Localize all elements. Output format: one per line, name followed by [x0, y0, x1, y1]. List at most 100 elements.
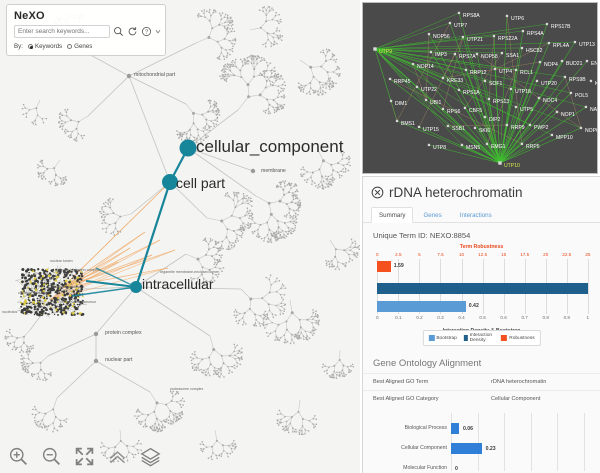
tree-node-label[interactable]: protein complex [105, 330, 142, 336]
gene-label[interactable]: UTP6 [511, 16, 524, 22]
gene-node[interactable] [535, 79, 539, 83]
gene-node[interactable] [550, 133, 554, 137]
zoom-in-icon[interactable] [8, 446, 29, 467]
gene-node[interactable] [579, 126, 583, 130]
gene-label[interactable]: UTP21 [467, 37, 483, 43]
gene-label[interactable]: RPS22A [498, 36, 518, 42]
gene-label[interactable]: NOP58 [481, 54, 498, 60]
tree-node-label[interactable]: nuclear part [105, 357, 133, 363]
expand-more-icon[interactable] [155, 26, 161, 37]
legend-item[interactable]: Robustness [501, 335, 535, 341]
gene-label[interactable]: SKI6 [479, 128, 490, 134]
gene-label[interactable]: NOP1 [561, 112, 575, 118]
gene-node[interactable] [560, 59, 564, 63]
gene-node[interactable] [528, 123, 532, 127]
gene-node[interactable] [389, 99, 393, 103]
gene-label[interactable]: EMG1 [491, 144, 506, 150]
tree-node-label[interactable]: ribonucleoprotein complex [58, 268, 100, 272]
legend-item[interactable]: Interaction Density [463, 333, 494, 343]
gene-label[interactable]: PWP2 [534, 125, 549, 131]
term-detail-panel[interactable]: rDNA heterochromatin Summary Genes Inter… [362, 176, 600, 473]
tree-node-label[interactable]: cellular_component [196, 137, 344, 156]
radio-keywords[interactable]: Keywords [27, 43, 62, 50]
gene-node[interactable] [573, 40, 577, 44]
gene-label[interactable]: DIM1 [395, 101, 407, 107]
gene-node[interactable] [424, 98, 428, 102]
gene-label[interactable]: NOP4 [544, 62, 558, 68]
gene-label[interactable]: DIP2 [489, 117, 500, 123]
gene-label[interactable]: NOP14 [417, 64, 434, 70]
chart-bar-robustness[interactable] [377, 261, 391, 272]
gene-label[interactable]: UTP15 [423, 127, 439, 133]
gene-node[interactable] [388, 77, 392, 81]
gene-interaction-network-panel[interactable]: RPS8A UTP6 UTP7 RPS17B NOP56 UTP21 RPS22A RPS4A… [362, 2, 598, 174]
legend-item[interactable]: Bootstrap [428, 335, 457, 341]
gene-label[interactable]: KRE33 [447, 78, 463, 84]
chevron-up-icon[interactable] [107, 446, 128, 467]
gene-node[interactable] [457, 88, 461, 92]
tab-summary[interactable]: Summary [371, 207, 414, 223]
gene-node[interactable] [441, 107, 445, 111]
gene-node[interactable] [446, 124, 450, 128]
gene-label[interactable]: UTP13 [579, 42, 595, 48]
gene-label[interactable]: SSA1 [506, 53, 519, 59]
tree-node-label[interactable]: cell part [176, 175, 225, 191]
go-chart-bar[interactable] [451, 443, 482, 454]
gene-node[interactable] [589, 79, 593, 83]
gene-node[interactable] [547, 41, 551, 45]
gene-node[interactable] [417, 125, 421, 129]
gene-label[interactable]: HSC82 [526, 48, 543, 54]
gene-node[interactable] [460, 143, 464, 147]
gene-label[interactable]: NOC4 [543, 98, 557, 104]
gene-node[interactable] [509, 87, 513, 91]
ontology-tree-panel[interactable]: cellular_component cell part intracellular… [0, 0, 360, 473]
tree-node-label[interactable]: cytosolic ribosome [18, 291, 48, 295]
gene-node[interactable] [373, 47, 377, 51]
gene-node[interactable] [514, 105, 518, 109]
gene-label[interactable]: UTP9 [379, 49, 392, 55]
gene-label[interactable]: RRP12 [470, 70, 487, 76]
gene-node[interactable] [569, 91, 573, 95]
gene-node[interactable] [427, 32, 431, 36]
gene-label[interactable]: BUD21 [566, 61, 583, 67]
help-icon[interactable]: ? [141, 26, 152, 37]
gene-node[interactable] [521, 29, 525, 33]
gene-label[interactable]: RPS6 [447, 109, 460, 115]
gene-label[interactable]: ENP1 [591, 61, 598, 67]
gene-label[interactable]: SOF1 [489, 81, 502, 87]
gene-label[interactable]: POL5 [575, 93, 588, 99]
fit-screen-icon[interactable] [74, 446, 95, 467]
gene-node[interactable] [457, 11, 461, 15]
gene-node[interactable] [415, 85, 419, 89]
gene-label[interactable]: UTP8 [433, 145, 446, 151]
gene-label[interactable]: RPL4A [553, 43, 570, 49]
gene-node[interactable] [537, 96, 541, 100]
gene-node[interactable] [584, 105, 588, 109]
gene-label[interactable]: RPS4A [527, 31, 544, 37]
gene-node[interactable] [464, 68, 468, 72]
gene-label[interactable]: UTP20 [541, 81, 557, 87]
gene-label[interactable]: IMP3 [435, 52, 447, 58]
gene-node[interactable] [585, 59, 589, 63]
layers-icon[interactable] [140, 446, 161, 467]
gene-label[interactable]: RRP45 [394, 79, 411, 85]
gene-node[interactable] [555, 110, 559, 114]
gene-node[interactable] [505, 14, 509, 18]
tree-node-label[interactable]: nucleolus [2, 310, 17, 314]
chart-legend[interactable]: Bootstrap Interaction Density Robustness [422, 330, 541, 346]
gene-label[interactable]: MSN5 [466, 145, 480, 151]
chart-bar-bootstrap[interactable] [377, 301, 466, 312]
gene-node[interactable] [487, 97, 491, 101]
gene-label[interactable]: RPS13 [493, 99, 509, 105]
gene-node[interactable] [563, 75, 567, 79]
tree-node-label[interactable]: membrane [261, 168, 286, 174]
gene-label[interactable]: RPS17B [551, 24, 571, 30]
gene-label[interactable]: KR [595, 81, 598, 87]
gene-node[interactable] [483, 115, 487, 119]
gene-node[interactable] [473, 126, 477, 130]
gene-node[interactable] [505, 123, 509, 127]
gene-label[interactable]: RPS7A [459, 54, 476, 60]
gene-node[interactable] [429, 50, 433, 54]
gene-label[interactable]: UTP18 [515, 89, 531, 95]
gene-node[interactable] [463, 106, 467, 110]
